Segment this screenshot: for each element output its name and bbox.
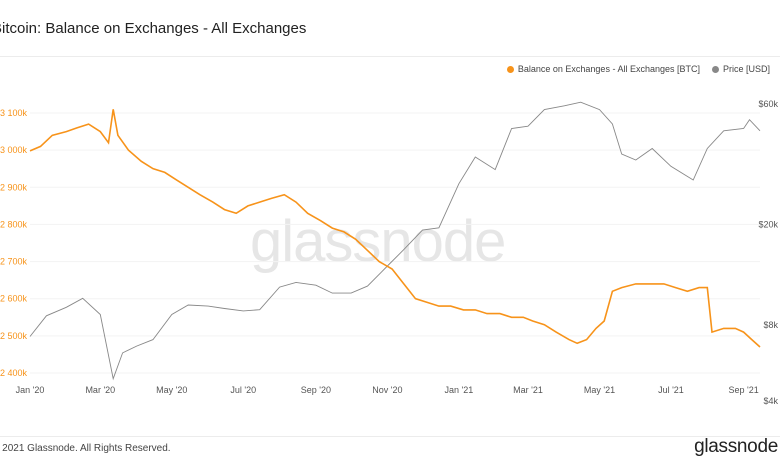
- y-left-tick-label: 2 800k: [0, 219, 28, 229]
- x-axis: Jan '20 Mar '20 May '20 Jul '20 Sep '20 Nov '…: [16, 385, 759, 395]
- footer-divider: [0, 436, 780, 437]
- y-left-tick-label: 2 500k: [0, 331, 28, 341]
- x-tick-label: Jan '20: [16, 385, 45, 395]
- x-tick-label: Sep '20: [301, 385, 331, 395]
- x-tick-label: Jul '20: [230, 385, 256, 395]
- chart-title: Bitcoin: Balance on Exchanges - All Exch…: [0, 20, 307, 37]
- y-right-tick-label: $20k: [758, 219, 778, 229]
- y-left-tick-label: 2 700k: [0, 257, 28, 267]
- x-tick-label: Nov '20: [372, 385, 402, 395]
- y-left-tick-label: 3 000k: [0, 145, 28, 155]
- x-tick-label: Jul '21: [658, 385, 684, 395]
- legend-label-balance: Balance on Exchanges - All Exchanges [BT…: [517, 64, 700, 74]
- y-axis-left: 2 400k 2 500k 2 600k 2 700k 2 800k 2 900k 3 00…: [0, 108, 28, 378]
- legend-label-price: Price [USD]: [722, 64, 770, 74]
- legend-dot-balance: [506, 65, 514, 73]
- x-tick-label: May '21: [584, 385, 615, 395]
- copyright-text: © 2021 Glassnode. All Rights Reserved.: [0, 443, 171, 454]
- y-right-tick-label: $60k: [758, 99, 778, 109]
- x-tick-label: May '20: [156, 385, 187, 395]
- x-tick-label: Mar '20: [85, 385, 115, 395]
- gridlines: [30, 112, 760, 374]
- balance-series-line: [29, 109, 761, 348]
- legend-dot-price: [711, 65, 719, 73]
- legend: Balance on Exchanges - All Exchanges [BT…: [506, 64, 770, 74]
- y-right-tick-label: $8k: [763, 320, 778, 330]
- y-left-tick-label: 2 600k: [0, 294, 28, 304]
- y-left-tick-label: 3 100k: [0, 108, 28, 118]
- watermark: glassnode: [250, 209, 506, 274]
- title-divider: [0, 56, 780, 57]
- y-left-tick-label: 2 900k: [0, 182, 28, 192]
- legend-item-price[interactable]: Price [USD]: [711, 64, 770, 74]
- x-tick-label: Sep '21: [728, 385, 758, 395]
- y-left-tick-label: 2 400k: [0, 368, 28, 378]
- y-right-tick-label: $4k: [763, 396, 778, 406]
- x-tick-label: Jan '21: [444, 385, 473, 395]
- x-tick-label: Mar '21: [513, 385, 543, 395]
- legend-item-balance[interactable]: Balance on Exchanges - All Exchanges [BT…: [506, 64, 700, 74]
- price-series-line: [29, 101, 761, 381]
- y-axis-right: $4k $8k $20k $60k: [758, 99, 778, 406]
- glassnode-logo: glassnode: [694, 436, 778, 457]
